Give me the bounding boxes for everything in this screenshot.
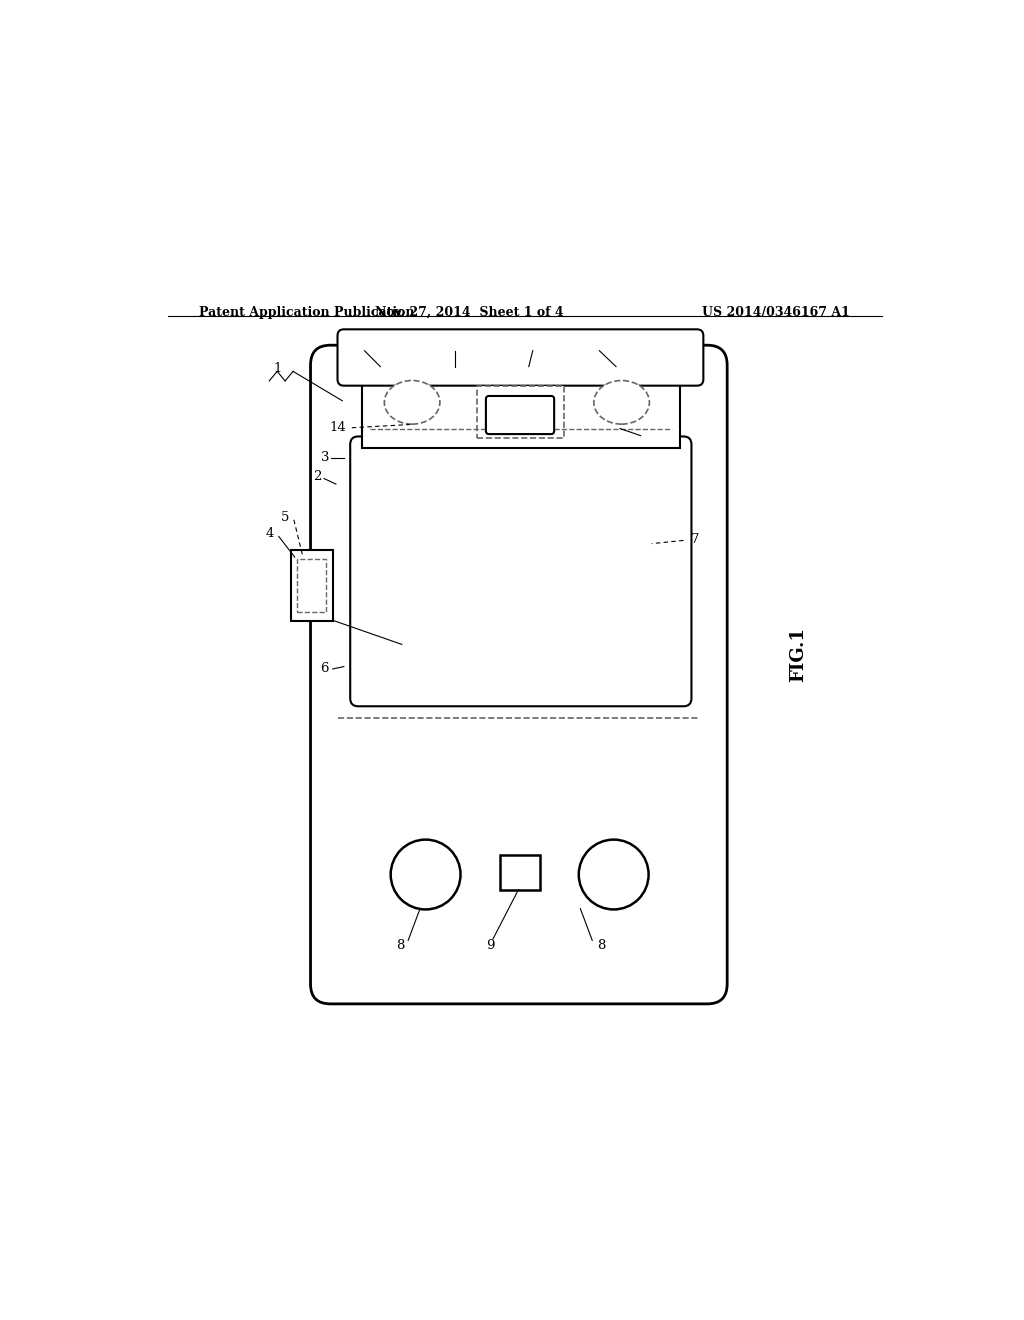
Text: 3: 3 [321,451,329,465]
Text: 11: 11 [643,433,660,445]
FancyBboxPatch shape [486,396,554,434]
Text: 9: 9 [485,940,495,953]
Text: Nov. 27, 2014  Sheet 1 of 4: Nov. 27, 2014 Sheet 1 of 4 [375,305,563,318]
Text: Patent Application Publication: Patent Application Publication [200,305,415,318]
FancyBboxPatch shape [350,437,691,706]
Text: 7: 7 [691,533,699,546]
Ellipse shape [594,380,649,424]
Bar [297,560,327,612]
Text: 8: 8 [396,940,404,953]
Text: FIG.1: FIG.1 [790,627,808,682]
Text: 4: 4 [265,527,273,540]
Text: T: T [321,610,329,623]
Text: US 2014/0346167 A1: US 2014/0346167 A1 [702,305,850,318]
Bar [477,387,564,438]
Text: 10: 10 [446,338,463,351]
Text: 5: 5 [281,511,290,524]
Text: 13: 13 [526,338,543,351]
Circle shape [579,840,648,909]
FancyBboxPatch shape [338,329,703,385]
Text: 1: 1 [273,362,282,375]
Bar [500,855,540,891]
Text: 2: 2 [312,470,322,483]
Circle shape [391,840,461,909]
Text: 15: 15 [349,338,366,351]
Text: 14: 14 [329,421,346,434]
Ellipse shape [384,380,440,424]
Text: 6: 6 [319,663,329,676]
Text: 8: 8 [597,940,605,953]
FancyBboxPatch shape [310,346,727,1005]
Bar [291,550,333,622]
Text: 15: 15 [594,338,611,351]
Bar [362,342,680,449]
